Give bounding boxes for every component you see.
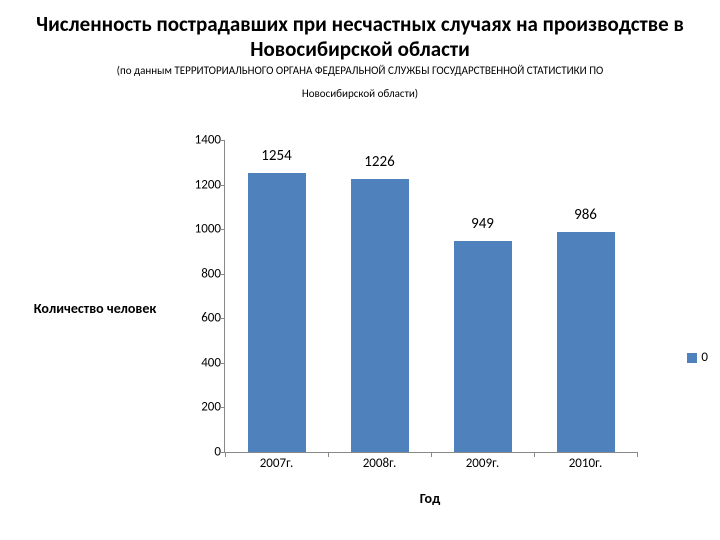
bar [454,241,512,452]
page: Численность пострадавших при несчастных … [0,0,720,540]
plot-area: 020040060080010001200140012542007г.12262… [224,140,637,453]
legend-swatch [687,353,697,363]
chart-subtitle-line2: Новосибирской области) [0,79,720,106]
y-tick-label: 0 [181,445,221,460]
y-tick-label: 1400 [181,133,221,148]
bar [248,173,306,452]
x-tick-label: 2010г. [534,456,637,471]
chart-area: Количество человек 020040060080010001200… [10,140,710,520]
y-tick-label: 1200 [181,177,221,192]
x-tick-label: 2009г. [431,456,534,471]
bar-slot: 1226 [328,140,431,452]
y-tick-label: 200 [181,400,221,415]
x-tick-mark [637,452,638,457]
y-tick-label: 600 [181,311,221,326]
chart-title: Численность пострадавших при несчастных … [0,0,720,64]
x-tick-label: 2008г. [328,456,431,471]
bar [351,179,409,452]
bar-slot: 949 [431,140,534,452]
legend-label: 0 [701,350,708,365]
y-tick-label: 1000 [181,222,221,237]
bar-value-label: 986 [574,206,597,224]
bar-slot: 1254 [225,140,328,452]
bar-value-label: 1226 [364,153,394,171]
y-axis-label: Количество человек [10,300,180,317]
x-axis-label: Год [224,490,636,507]
y-tick-label: 400 [181,355,221,370]
bar [557,232,615,452]
chart-subtitle-line1: (по данным ТЕРРИТОРИАЛЬНОГО ОРГАНА ФЕДЕР… [0,64,720,78]
x-tick-label: 2007г. [225,456,328,471]
bar-value-label: 1254 [261,147,291,165]
bar-value-label: 949 [471,215,494,233]
y-tick-label: 800 [181,266,221,281]
legend: 0 [687,350,708,365]
bar-slot: 986 [534,140,637,452]
